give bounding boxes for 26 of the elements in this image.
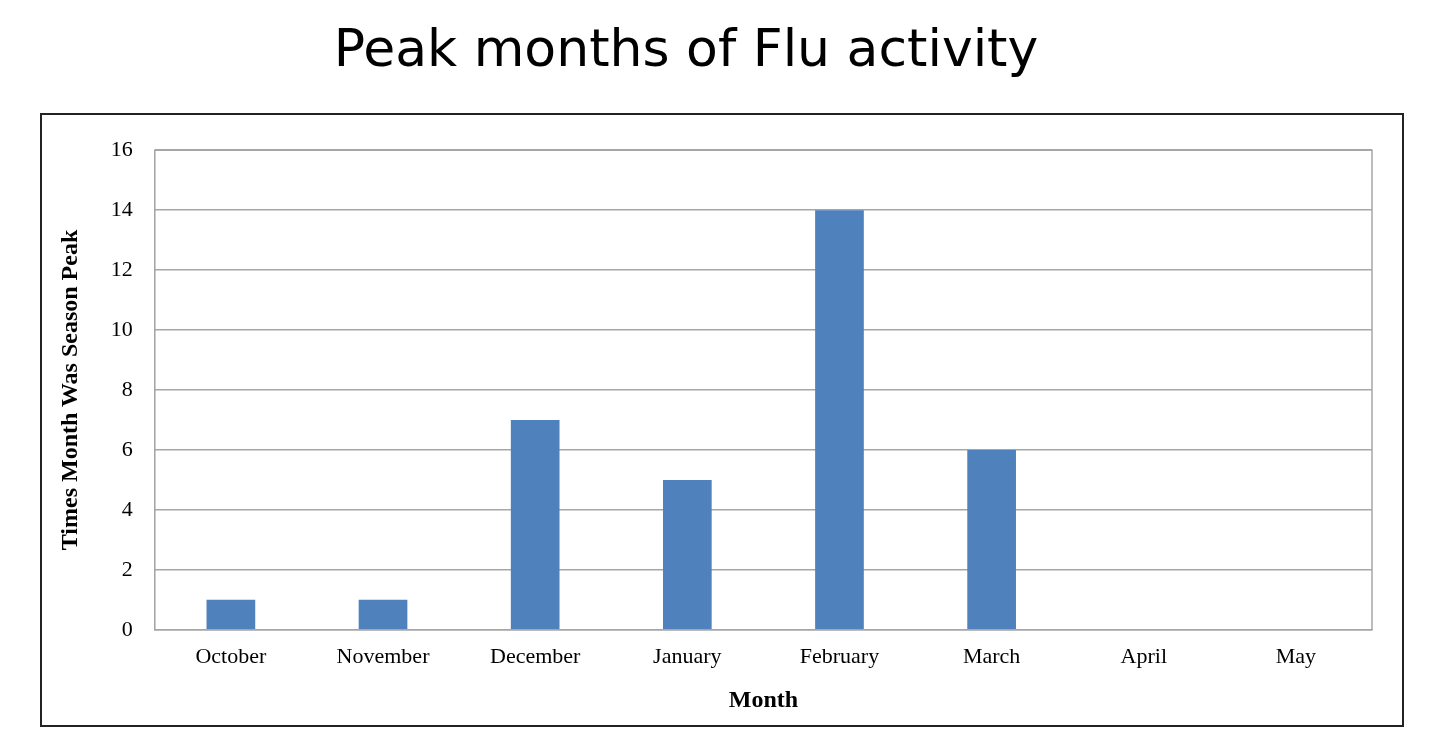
y-tick-label: 4: [121, 495, 133, 521]
bar: [358, 599, 408, 630]
y-axis-title: Times Month Was Season Peak: [55, 229, 82, 551]
bar: [206, 599, 256, 630]
y-tick-label: 12: [110, 255, 133, 281]
y-tick-label: 8: [121, 375, 133, 401]
x-tick-label: February: [799, 642, 880, 668]
y-tick-label: 2: [121, 555, 133, 581]
x-tick-label: March: [962, 642, 1021, 668]
chart-title: Peak months of Flu activity: [332, 18, 1040, 78]
x-tick-label: May: [1275, 642, 1317, 668]
x-tick-label: December: [489, 642, 582, 668]
bar: [510, 419, 560, 630]
y-tick-label: 0: [121, 615, 133, 641]
x-axis-title: Month: [728, 685, 799, 712]
x-tick-label: April: [1120, 642, 1167, 668]
bar: [662, 479, 712, 630]
x-tick-label: October: [195, 642, 267, 668]
y-tick-label: 6: [121, 435, 133, 461]
y-tick-label: 14: [110, 195, 133, 221]
bar: [967, 449, 1016, 630]
bar: [815, 210, 864, 630]
y-tick-label: 10: [110, 315, 133, 341]
x-tick-label: November: [336, 642, 431, 668]
y-tick-label: 16: [110, 135, 133, 161]
x-tick-label: January: [653, 642, 722, 668]
